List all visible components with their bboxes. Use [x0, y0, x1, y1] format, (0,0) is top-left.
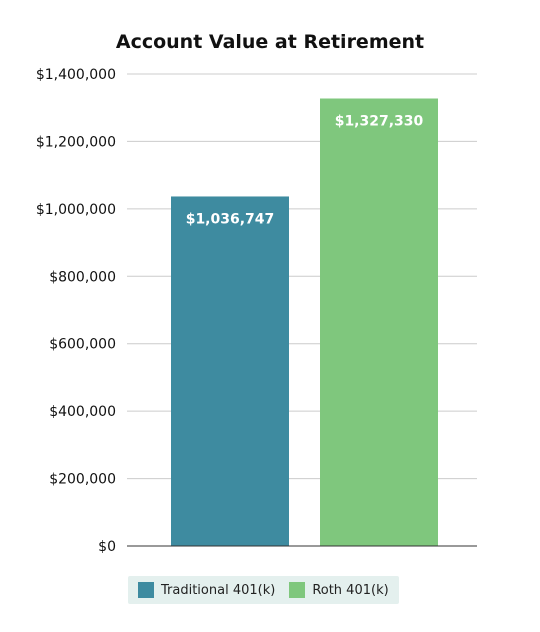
legend-swatch-traditional: [138, 582, 154, 598]
y-tick-label: $1,000,000: [36, 202, 116, 218]
y-tick-label: $0: [98, 539, 116, 555]
legend-swatch-roth: [289, 582, 306, 598]
y-tick-label: $200,000: [49, 472, 116, 488]
data-labels: $1,036,747 $1,327,330: [186, 114, 424, 228]
bar-chart: Account Value at Retirement $0 $200,000 $4…: [36, 31, 477, 555]
legend-label-traditional: Traditional 401(k): [161, 582, 276, 598]
y-tick-label: $1,400,000: [36, 67, 116, 83]
y-tick-label: $600,000: [49, 337, 116, 353]
y-tick-label: $1,200,000: [36, 134, 116, 150]
bar-roth-401k[interactable]: [320, 98, 438, 546]
data-label-traditional-401k: $1,036,747: [186, 211, 275, 227]
chart-title: Account Value at Retirement: [116, 31, 424, 53]
data-label-roth-401k: $1,327,330: [335, 114, 424, 130]
bars: [171, 98, 438, 547]
legend: Traditional 401(k) Roth 401(k): [128, 576, 399, 604]
y-tick-label: $800,000: [49, 269, 116, 285]
y-axis-ticks: $0 $200,000 $400,000 $600,000 $800,000 $1,000…: [36, 67, 116, 555]
legend-item-traditional[interactable]: Traditional 401(k): [138, 582, 275, 598]
legend-item-roth[interactable]: Roth 401(k): [289, 582, 389, 598]
legend-label-roth: Roth 401(k): [312, 582, 389, 598]
y-tick-label: $400,000: [49, 404, 116, 420]
bar-traditional-401k[interactable]: [171, 196, 289, 547]
